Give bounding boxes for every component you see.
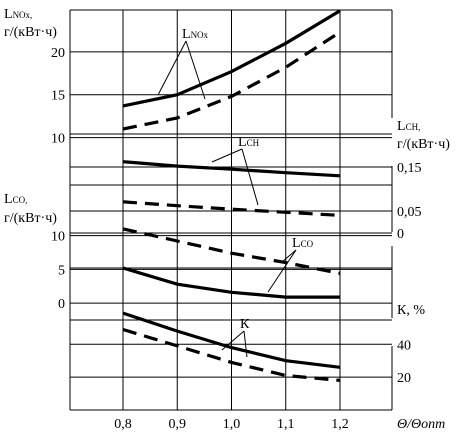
ch-tick-label-0: 0,15 bbox=[397, 161, 422, 176]
series-nox-dashed bbox=[122, 30, 341, 131]
k-tick-label-1: 20 bbox=[397, 371, 411, 386]
annotation-co: LCO bbox=[292, 236, 314, 251]
co-tick-label-1: 5 bbox=[58, 263, 65, 278]
x-tick-label-2: 1,0 bbox=[223, 417, 241, 432]
k-tick-label-0: 40 bbox=[397, 338, 411, 353]
leader-nox-0 bbox=[157, 40, 187, 96]
nox-tick-label-0: 10 bbox=[51, 132, 65, 147]
series-k-solid bbox=[122, 311, 341, 369]
k-axis-title: К, % bbox=[397, 303, 425, 318]
ch-axis-unit: г/(кВт·ч) bbox=[397, 137, 450, 152]
x-axis-label: Θ/Θопт bbox=[397, 417, 445, 432]
nox-axis-unit: г/(кВт·ч) bbox=[4, 25, 57, 40]
nox-axis-title: LNOx, bbox=[4, 7, 32, 22]
annotation-nox: LNOx bbox=[182, 27, 209, 42]
nox-tick-label-2: 20 bbox=[51, 46, 65, 61]
series-k-dashed bbox=[122, 327, 341, 382]
series-ch-dashed bbox=[122, 200, 341, 217]
annotation-ch: LCH bbox=[238, 135, 260, 150]
leader-co-0 bbox=[267, 249, 297, 293]
series-co-dashed bbox=[122, 227, 341, 275]
x-tick-label-1: 0,9 bbox=[169, 417, 187, 432]
leader-ch-1 bbox=[241, 148, 259, 206]
leader-co-1 bbox=[281, 249, 297, 263]
leader-nox-1 bbox=[185, 40, 206, 100]
nox-tick-label-1: 15 bbox=[51, 89, 65, 104]
ch-tick-label-2: 0 bbox=[397, 227, 404, 242]
x-tick-label-0: 0,8 bbox=[114, 417, 132, 432]
leader-k-1 bbox=[243, 330, 248, 358]
series-co-solid bbox=[122, 266, 340, 299]
co-tick-label-2: 0 bbox=[58, 297, 65, 312]
series-group bbox=[122, 9, 341, 382]
co-axis-title: LCO, bbox=[4, 192, 27, 207]
leader-k-0 bbox=[221, 330, 245, 351]
x-tick-label-3: 1,1 bbox=[277, 417, 295, 432]
ch-axis-title: LCH, bbox=[397, 119, 420, 134]
ch-tick-label-1: 0,05 bbox=[397, 205, 422, 220]
grid bbox=[69, 9, 393, 411]
annotation-k: К bbox=[240, 317, 250, 332]
series-nox-solid bbox=[122, 9, 341, 108]
text-labels: 10 15 20 0,15 0,05 0 10 5 0 40 20 0,8 0,9 1,0 1,1 1,2 Θ/… bbox=[4, 7, 450, 432]
co-tick-label-0: 10 bbox=[51, 230, 65, 245]
leader-ch-0 bbox=[211, 148, 243, 163]
leader-lines bbox=[157, 40, 297, 358]
co-axis-unit: г/(кВт·ч) bbox=[4, 211, 57, 226]
x-tick-label-4: 1,2 bbox=[331, 417, 349, 432]
series-ch-solid bbox=[122, 160, 341, 178]
